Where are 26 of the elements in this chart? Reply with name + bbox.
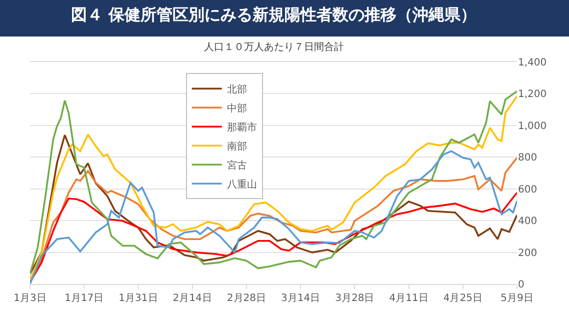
- y-tick-label: 0: [518, 280, 524, 290]
- y-tick-label: 800: [518, 152, 538, 164]
- legend-label: 八重山: [226, 178, 257, 190]
- y-tick-label: 1,400: [518, 58, 547, 68]
- x-tick-label: 1月3日: [14, 293, 46, 304]
- chart-subtitle: 人口１０万人あたり７日間合計: [204, 41, 344, 53]
- x-tick-label: 4月25日: [443, 293, 482, 304]
- x-tick-label: 4月11日: [389, 293, 428, 304]
- legend-label: 那覇市: [226, 122, 257, 134]
- x-tick-label: 1月17日: [64, 293, 104, 304]
- legend-label: 北部: [226, 84, 247, 96]
- x-tick-label: 2月14日: [172, 293, 212, 304]
- y-tick-label: 1,200: [518, 89, 547, 100]
- chart-title: 図４ 保健所管区別にみる新規陽性者数の推移（沖縄県）: [71, 5, 477, 24]
- x-tick-label: 3月28日: [335, 293, 374, 304]
- x-tick-label: 1月31日: [118, 293, 158, 304]
- x-tick-label: 2月28日: [226, 293, 266, 304]
- y-tick-label: 600: [518, 184, 538, 196]
- legend-label: 南部: [226, 140, 247, 152]
- x-tick-label: 5月9日: [500, 293, 534, 304]
- y-tick-label: 1,000: [518, 120, 547, 132]
- y-tick-label: 200: [518, 248, 538, 259]
- y-tick-label: 400: [518, 216, 538, 228]
- legend-label: 宮古: [226, 160, 247, 172]
- x-tick-label: 3月14日: [281, 293, 320, 304]
- legend-label: 中部: [226, 102, 247, 114]
